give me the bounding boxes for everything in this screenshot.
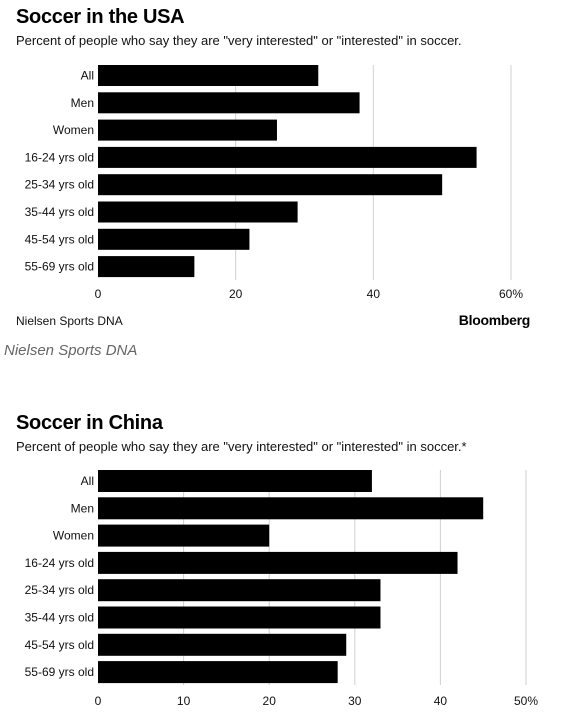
x-tick-label: 30 (348, 694, 362, 708)
bar (98, 661, 338, 684)
bar (98, 256, 195, 278)
bar (98, 92, 360, 114)
x-tick-label: 20 (263, 694, 277, 708)
bloomberg-logo: Bloomberg (458, 312, 531, 328)
x-tick-label: 10 (177, 694, 191, 708)
category-label: 55-69 yrs old (25, 665, 94, 679)
china-bar-chart: 0 10 20 30 40 50% All Men Women 16-24 yrs old 25-3… (25, 470, 538, 708)
category-label: 25-34 yrs old (25, 178, 94, 192)
bar (98, 524, 270, 547)
x-tick-label: 0 (95, 287, 102, 301)
category-label: All (81, 474, 94, 488)
usa-chart-title: Soccer in the USA (16, 6, 185, 28)
category-label: 16-24 yrs old (25, 150, 94, 164)
category-label: 45-54 yrs old (25, 232, 94, 246)
bar (98, 606, 381, 629)
category-label: 35-44 yrs old (25, 611, 94, 625)
category-label: Women (53, 529, 94, 543)
usa-bar-chart: 0 20 40 60% All Men Women 16-24 yrs old 25-34 yr… (25, 65, 523, 301)
x-tick-label: 40 (434, 694, 448, 708)
category-label: 35-44 yrs old (25, 205, 94, 219)
bar (98, 174, 443, 196)
bar (98, 470, 372, 492)
bar (98, 201, 298, 223)
category-label: 25-34 yrs old (25, 583, 94, 597)
x-tick-label: 40 (367, 287, 381, 301)
category-label: 55-69 yrs old (25, 260, 94, 274)
china-chart-subtitle: Percent of people who say they are "very… (16, 439, 467, 454)
category-label: All (81, 69, 94, 83)
bar (98, 65, 319, 86)
bar (98, 119, 277, 141)
bar (98, 633, 347, 656)
bar (98, 551, 458, 574)
x-tick-label: 0 (95, 694, 102, 708)
category-label: Men (71, 501, 94, 515)
x-tick-label: 60% (499, 287, 523, 301)
bar (98, 228, 250, 250)
x-tick-label: 20 (229, 287, 243, 301)
category-label: 45-54 yrs old (25, 638, 94, 652)
category-label: Women (53, 123, 94, 137)
bar (98, 579, 381, 602)
category-label: 16-24 yrs old (25, 556, 94, 570)
usa-source-note: Nielsen Sports DNA (16, 314, 123, 328)
bar (98, 497, 484, 520)
image-caption: Nielsen Sports DNA (4, 342, 138, 359)
usa-chart-subtitle: Percent of people who say they are "very… (16, 33, 462, 48)
china-chart-title: Soccer in China (16, 412, 163, 434)
category-label: Men (71, 96, 94, 110)
bar (98, 146, 477, 168)
x-tick-label: 50% (514, 694, 538, 708)
